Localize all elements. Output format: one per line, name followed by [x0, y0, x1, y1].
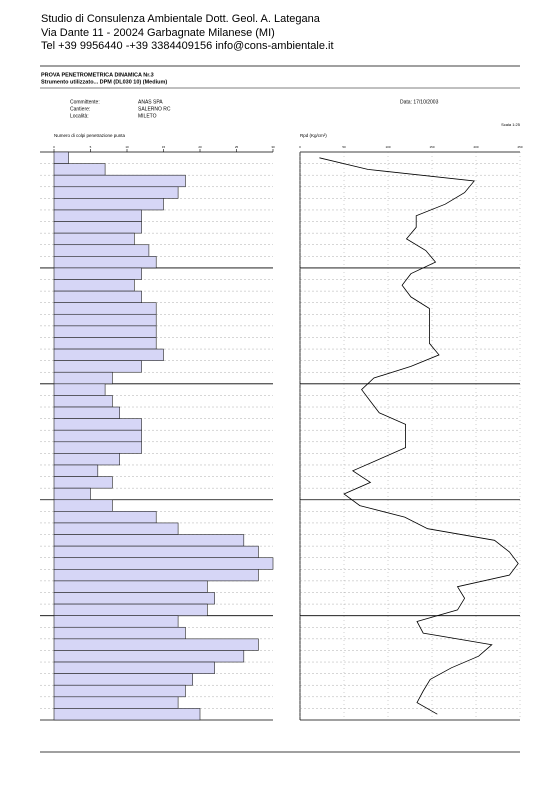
bar [53, 267, 142, 280]
header-line: Via Dante 11 - 20024 Garbagnate Milanese… [41, 27, 275, 39]
x-tick-label: 25 [235, 145, 239, 149]
date: Data: 17/10/2003 [400, 99, 439, 105]
bar [53, 708, 201, 721]
bar [53, 487, 91, 501]
bar [53, 302, 157, 315]
bar [53, 151, 69, 164]
bar [53, 557, 274, 570]
bar [53, 592, 215, 605]
bar [53, 638, 259, 651]
test-title: PROVA PENETROMETRICA DINAMICA Nr.3 [41, 72, 154, 78]
instrument: Strumento utilizzato... DPM (DL030 10) (… [41, 79, 167, 85]
x-tick-label: 50 [342, 145, 346, 149]
field-value: ANAS SPA [138, 99, 163, 105]
bar [53, 696, 179, 709]
bar [53, 313, 157, 327]
bar [53, 511, 157, 524]
x-tick-label: 20 [198, 145, 202, 149]
x-tick-label: 100 [385, 145, 390, 149]
x-tick-label: 30 [271, 145, 275, 149]
bar [53, 360, 142, 373]
bar [53, 580, 208, 593]
bar [53, 221, 142, 234]
x-tick-label: 250 [517, 145, 522, 149]
field-label: Committente: [70, 99, 100, 105]
bar [53, 383, 106, 396]
x-tick-label: 5 [90, 145, 92, 149]
x-tick-label: 10 [125, 145, 129, 149]
bar [53, 174, 186, 188]
bar [53, 209, 142, 222]
bar [53, 534, 245, 547]
x-tick-label: 0 [53, 145, 55, 149]
bar [53, 569, 259, 582]
bar [53, 603, 208, 616]
bar [53, 244, 150, 257]
bar [53, 418, 142, 431]
header-line: Studio di Consulenza Ambientale Dott. Ge… [41, 13, 321, 25]
bar [53, 163, 106, 176]
bar [53, 661, 215, 674]
bar [53, 348, 164, 361]
bar [53, 615, 179, 628]
bar [53, 626, 186, 640]
bar [53, 522, 179, 535]
bar [53, 232, 135, 246]
bar [53, 650, 245, 663]
bar [53, 441, 142, 454]
x-tick-label: 0 [299, 145, 301, 149]
header-line: Tel +39 9956440 -+39 3384409156 info@con… [41, 40, 334, 52]
field-label: Cantiere: [70, 106, 90, 112]
bar [53, 464, 99, 477]
bar [53, 406, 120, 419]
x-tick-label: 150 [429, 145, 434, 149]
bar [53, 198, 164, 211]
scale: Scala 1:25 [501, 122, 521, 127]
bar [53, 673, 193, 686]
bar [53, 429, 142, 443]
bar [53, 290, 142, 303]
x-tick-label: 200 [473, 145, 478, 149]
field-value: SALERNO RC [138, 106, 171, 112]
line [319, 157, 519, 715]
bar [53, 279, 135, 292]
bar [53, 476, 113, 489]
bar [53, 325, 157, 338]
x-tick-label: 15 [162, 145, 166, 149]
bar [53, 684, 186, 698]
field-value: MILETO [138, 113, 157, 119]
bar [53, 337, 157, 350]
field-label: Località: [70, 113, 89, 119]
bar [53, 499, 113, 512]
bar [53, 395, 113, 408]
bar [53, 453, 120, 466]
bar [53, 545, 259, 559]
chart-title: Numero di colpi penetrazione punta [54, 133, 126, 138]
bar [53, 371, 113, 385]
chart-title: Rpd (Kg/cm²) [300, 133, 327, 138]
bar [53, 186, 179, 199]
bar [53, 256, 157, 269]
